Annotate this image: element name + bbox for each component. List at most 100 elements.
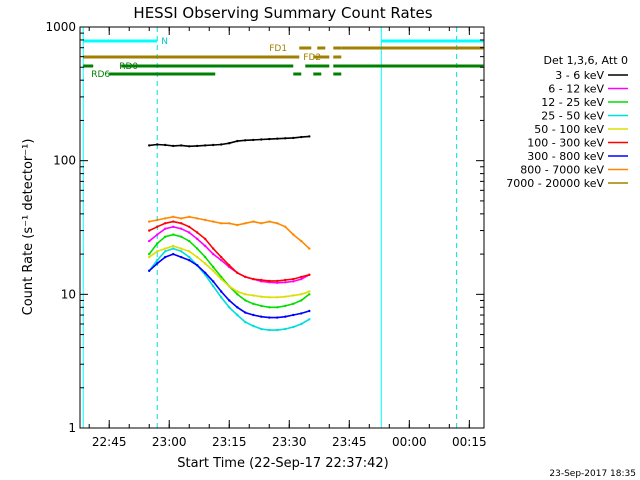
- series-7-point: [220, 290, 223, 293]
- series-5-point: [308, 290, 311, 293]
- series-2-point: [156, 233, 159, 236]
- series-3-point: [188, 239, 191, 243]
- flag-label-n: N: [161, 37, 168, 47]
- series-7-point: [292, 313, 295, 317]
- series-4-point: [276, 328, 279, 332]
- series-6-point: [196, 231, 199, 234]
- legend-title: Det 1,3,6, Att 0: [544, 54, 628, 67]
- series-1-point: [172, 144, 175, 148]
- series-1-point: [268, 137, 271, 141]
- series-2-point: [180, 227, 183, 230]
- series-7-point: [268, 316, 271, 319]
- y-tick-label: 100: [53, 154, 76, 168]
- legend-entry-label: 3 - 6 keV: [555, 69, 604, 82]
- series-2-point: [300, 277, 303, 281]
- series-8-point: [188, 215, 191, 218]
- series-4-point: [260, 327, 263, 331]
- series-1-point: [212, 143, 215, 147]
- series-5-point: [252, 294, 255, 297]
- series-3-point: [164, 235, 167, 238]
- series-8-point: [276, 222, 279, 225]
- series-7-point: [228, 299, 231, 302]
- series-5-point: [228, 285, 231, 288]
- series-7-point: [172, 252, 175, 256]
- flag-label-fd1: FD1: [269, 44, 287, 54]
- series-3-point: [156, 242, 159, 245]
- legend-entry-label: 25 - 50 keV: [541, 110, 604, 123]
- series-6-point: [164, 222, 167, 225]
- series-7-point: [204, 271, 207, 274]
- series-4-point: [156, 259, 159, 262]
- series-6-point: [284, 278, 287, 282]
- series-8-point: [180, 217, 183, 220]
- series-4-point: [268, 328, 271, 332]
- series-5-point: [260, 295, 263, 298]
- series-5-point: [236, 290, 239, 293]
- series-7-point: [260, 315, 263, 318]
- series-5-point: [212, 269, 215, 272]
- series-8-point: [196, 217, 199, 220]
- series-6-point: [252, 277, 255, 281]
- series-1-point: [148, 144, 151, 147]
- series-6-point: [156, 225, 159, 228]
- series-2-point: [164, 227, 167, 230]
- y-tick-label: 1: [68, 421, 76, 435]
- series-5-point: [244, 293, 247, 296]
- series-8-point: [260, 222, 263, 225]
- series-1-point: [308, 135, 311, 138]
- series-5-point: [276, 296, 279, 299]
- series-3-point: [268, 306, 271, 309]
- series-7-point: [276, 316, 279, 319]
- legend-entry-label: 300 - 800 keV: [527, 150, 604, 163]
- series-2-point: [284, 281, 287, 284]
- series-8-point: [300, 239, 303, 243]
- series-8-point: [236, 223, 239, 227]
- axes: 1 10 100 1000 22:45 23:00 23:15 23:30 23:45 00:00…: [45, 20, 486, 449]
- series-8-point: [228, 222, 231, 225]
- x-tick-label: 23:30: [272, 435, 307, 449]
- series-6-point: [260, 278, 263, 282]
- series-8-point: [148, 220, 151, 223]
- series-4-point: [228, 306, 231, 309]
- series-6-point: [148, 229, 151, 232]
- series-4-point: [284, 327, 287, 331]
- series-2-point: [292, 280, 295, 283]
- series-4-point: [308, 318, 311, 321]
- series-5-point: [284, 295, 287, 298]
- flag-label-rd0: RD0: [119, 62, 138, 72]
- series-4-point: [300, 322, 303, 326]
- series-7-point: [164, 255, 167, 259]
- series-7-point: [180, 255, 183, 259]
- series-1-point: [276, 137, 279, 140]
- series-5-point: [180, 247, 183, 250]
- series-4-point: [172, 247, 175, 250]
- x-tick-label: 23:15: [212, 435, 247, 449]
- series-7-point: [212, 280, 215, 283]
- series-8-point: [252, 220, 255, 223]
- series-1-point: [300, 135, 303, 139]
- series-2-point: [212, 252, 215, 256]
- series-7-point: [300, 312, 303, 315]
- series-5-point: [300, 293, 303, 296]
- legend-entry-label: 50 - 100 keV: [534, 123, 604, 136]
- y-tick-label: 1000: [45, 20, 76, 34]
- series-5-point: [164, 247, 167, 250]
- x-axis-label: Start Time (22-Sep-17 22:37:42): [177, 456, 388, 471]
- series-4-point: [244, 320, 247, 324]
- series-3-point: [292, 302, 295, 305]
- series-1-point: [284, 137, 287, 140]
- series-7-point: [284, 315, 287, 318]
- series-6-point: [220, 255, 223, 259]
- series-4-point: [164, 250, 167, 253]
- series-8-point: [164, 217, 167, 220]
- series-3-point: [260, 304, 263, 308]
- series-1-point: [236, 139, 239, 143]
- series-3-point: [284, 304, 287, 308]
- legend-entry-label: 800 - 7000 keV: [520, 164, 604, 177]
- series-4-point: [180, 250, 183, 253]
- series-6-point: [292, 277, 295, 281]
- series-3-point: [300, 299, 303, 302]
- series-1-point: [204, 144, 207, 147]
- series-5-point: [172, 244, 175, 248]
